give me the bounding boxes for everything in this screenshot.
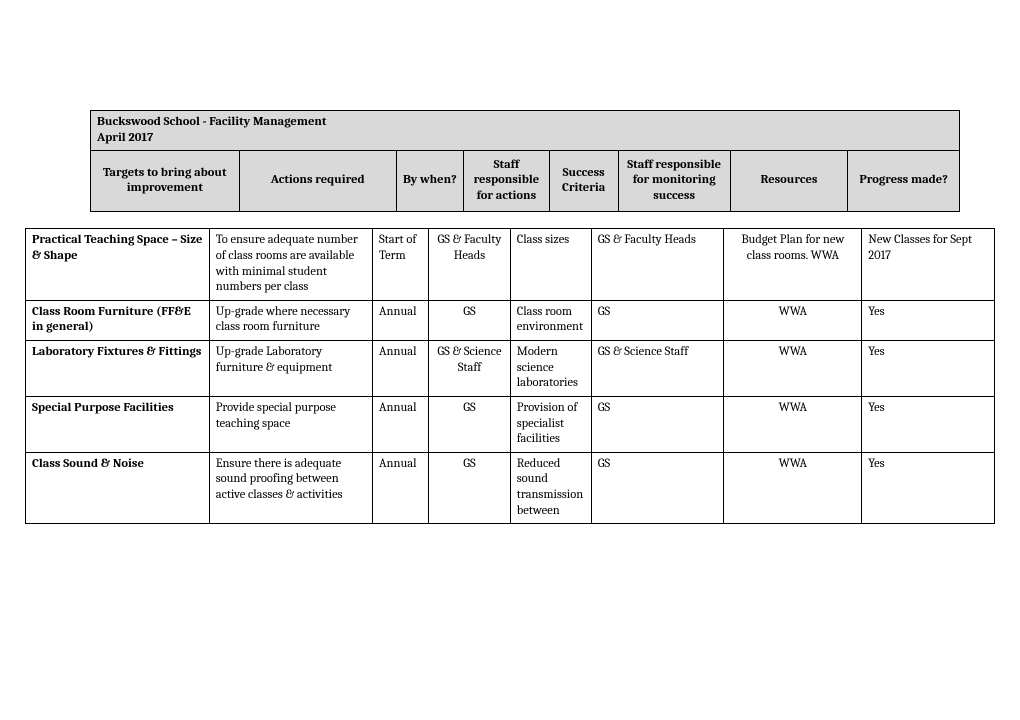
col-staff-actions: Staff responsible for actions (464, 151, 550, 212)
cell: GS (591, 452, 724, 524)
cell: GS (591, 396, 724, 452)
cell: Ensure there is adequate sound proofing … (209, 452, 372, 524)
page: Buckswood School - Facility Management A… (0, 0, 1020, 720)
table-row: Laboratory Fixtures & FittingsUp-grade L… (26, 341, 995, 397)
cell: Class room environment (510, 300, 591, 340)
cell: To ensure adequate number of class rooms… (209, 229, 372, 301)
cell: GS (429, 396, 511, 452)
cell: Start of Term (373, 229, 429, 301)
cell: Provide special purpose teaching space (209, 396, 372, 452)
table-row: Special Purpose FacilitiesProvide specia… (26, 396, 995, 452)
cell: Yes (862, 300, 995, 340)
cell: GS (429, 300, 511, 340)
cell: Class sizes (510, 229, 591, 301)
col-targets: Targets to bring about improvement (91, 151, 240, 212)
cell: GS & Science Staff (429, 341, 511, 397)
cell: Annual (373, 452, 429, 524)
col-staff-monitor: Staff responsible for monitoring success (618, 151, 730, 212)
cell: New Classes for Sept 2017 (862, 229, 995, 301)
body-table: Practical Teaching Space – Size & ShapeT… (25, 228, 995, 524)
table-row: Class Sound & NoiseEnsure there is adequ… (26, 452, 995, 524)
col-success: Success Criteria (549, 151, 618, 212)
cell: GS & Faculty Heads (591, 229, 724, 301)
doc-title: Buckswood School - Facility Management A… (91, 111, 960, 151)
cell: WWA (724, 300, 862, 340)
column-headers-row: Targets to bring about improvement Actio… (91, 151, 960, 212)
cell: Annual (373, 300, 429, 340)
cell: Up-grade Laboratory furniture & equipmen… (209, 341, 372, 397)
cell: Reduced sound transmission between (510, 452, 591, 524)
cell: Class Room Furniture (FF&E in general) (26, 300, 210, 340)
cell: Practical Teaching Space – Size & Shape (26, 229, 210, 301)
title-line-2: April 2017 (97, 131, 153, 145)
cell: Up-grade where necessary class room furn… (209, 300, 372, 340)
table-row: Class Room Furniture (FF&E in general)Up… (26, 300, 995, 340)
header-table: Buckswood School - Facility Management A… (90, 110, 960, 212)
col-resources: Resources (730, 151, 848, 212)
cell: Annual (373, 396, 429, 452)
cell: Annual (373, 341, 429, 397)
cell: GS (591, 300, 724, 340)
cell: Modern science laboratories (510, 341, 591, 397)
cell: Laboratory Fixtures & Fittings (26, 341, 210, 397)
cell: GS & Faculty Heads (429, 229, 511, 301)
cell: WWA (724, 452, 862, 524)
table-row: Practical Teaching Space – Size & ShapeT… (26, 229, 995, 301)
cell: Class Sound & Noise (26, 452, 210, 524)
cell: WWA (724, 341, 862, 397)
cell: GS (429, 452, 511, 524)
cell: Provision of specialist facilities (510, 396, 591, 452)
cell: GS & Science Staff (591, 341, 724, 397)
cell: Yes (862, 452, 995, 524)
cell: Yes (862, 396, 995, 452)
col-by-when: By when? (396, 151, 463, 212)
cell: Special Purpose Facilities (26, 396, 210, 452)
title-line-1: Buckswood School - Facility Management (97, 115, 326, 129)
cell: Yes (862, 341, 995, 397)
title-row: Buckswood School - Facility Management A… (91, 111, 960, 151)
cell: Budget Plan for new class rooms. WWA (724, 229, 862, 301)
cell: WWA (724, 396, 862, 452)
col-progress: Progress made? (848, 151, 960, 212)
col-actions: Actions required (239, 151, 396, 212)
